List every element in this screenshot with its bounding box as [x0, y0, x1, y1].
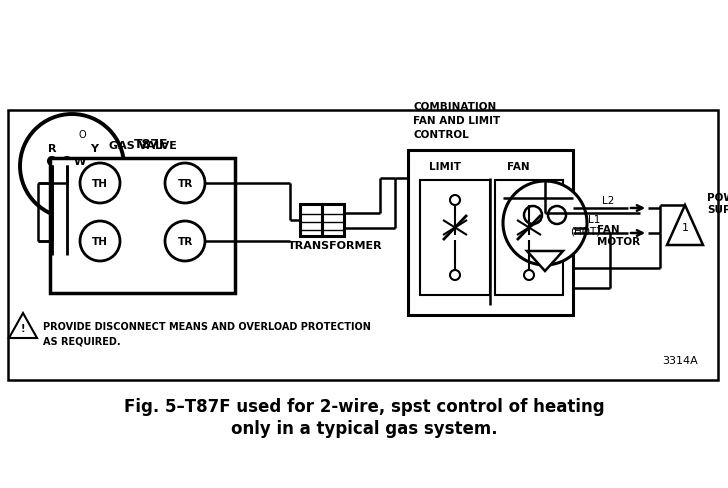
Text: TR: TR [178, 237, 193, 246]
Text: Fig. 5–T87F used for 2-wire, spst control of heating: Fig. 5–T87F used for 2-wire, spst contro… [124, 397, 604, 415]
Polygon shape [9, 313, 37, 338]
Text: O: O [78, 130, 86, 140]
Circle shape [450, 270, 460, 281]
Text: 1: 1 [681, 223, 689, 232]
Text: W: W [74, 157, 86, 167]
Bar [322, 204, 344, 237]
Text: TRANSFORMER: TRANSFORMER [288, 241, 382, 250]
Circle shape [548, 206, 566, 224]
Bar [408, 151, 573, 315]
Text: T87F: T87F [134, 138, 168, 151]
Text: COMBINATION: COMBINATION [413, 102, 496, 112]
Text: PROVIDE DISCONNECT MEANS AND OVERLOAD PROTECTION: PROVIDE DISCONNECT MEANS AND OVERLOAD PR… [43, 321, 371, 331]
Bar [8, 111, 718, 380]
Circle shape [165, 222, 205, 262]
Bar [495, 181, 563, 295]
Text: LIMIT: LIMIT [429, 162, 461, 172]
Circle shape [63, 158, 71, 165]
Text: AS REQUIRED.: AS REQUIRED. [43, 336, 121, 346]
Text: R: R [48, 143, 56, 154]
Text: TH: TH [92, 179, 108, 189]
Text: FAN
MOTOR: FAN MOTOR [597, 225, 640, 246]
Text: FAN AND LIMIT: FAN AND LIMIT [413, 116, 500, 126]
Text: !: ! [21, 324, 25, 333]
Circle shape [524, 196, 534, 205]
Polygon shape [667, 205, 703, 245]
Circle shape [80, 222, 120, 262]
Circle shape [524, 270, 534, 281]
Polygon shape [527, 251, 563, 271]
Text: L2: L2 [601, 196, 614, 205]
Circle shape [165, 163, 205, 203]
Text: Y: Y [90, 143, 98, 154]
Circle shape [524, 206, 542, 224]
Circle shape [20, 115, 124, 219]
Text: 3314A: 3314A [662, 355, 698, 365]
Text: GAS VALVE: GAS VALVE [108, 141, 176, 151]
Circle shape [80, 163, 120, 203]
Bar [300, 204, 322, 237]
Circle shape [450, 196, 460, 205]
Text: TH: TH [92, 237, 108, 246]
Text: L1
(HOT): L1 (HOT) [570, 215, 600, 236]
Circle shape [503, 182, 587, 265]
Text: POWER
SUPPLY: POWER SUPPLY [707, 193, 728, 214]
Text: TR: TR [178, 179, 193, 189]
Text: CONTROL: CONTROL [413, 130, 469, 140]
Circle shape [48, 158, 56, 165]
Bar [50, 159, 235, 293]
Text: FAN: FAN [507, 162, 529, 172]
Bar [420, 181, 490, 295]
Text: only in a typical gas system.: only in a typical gas system. [231, 419, 497, 437]
